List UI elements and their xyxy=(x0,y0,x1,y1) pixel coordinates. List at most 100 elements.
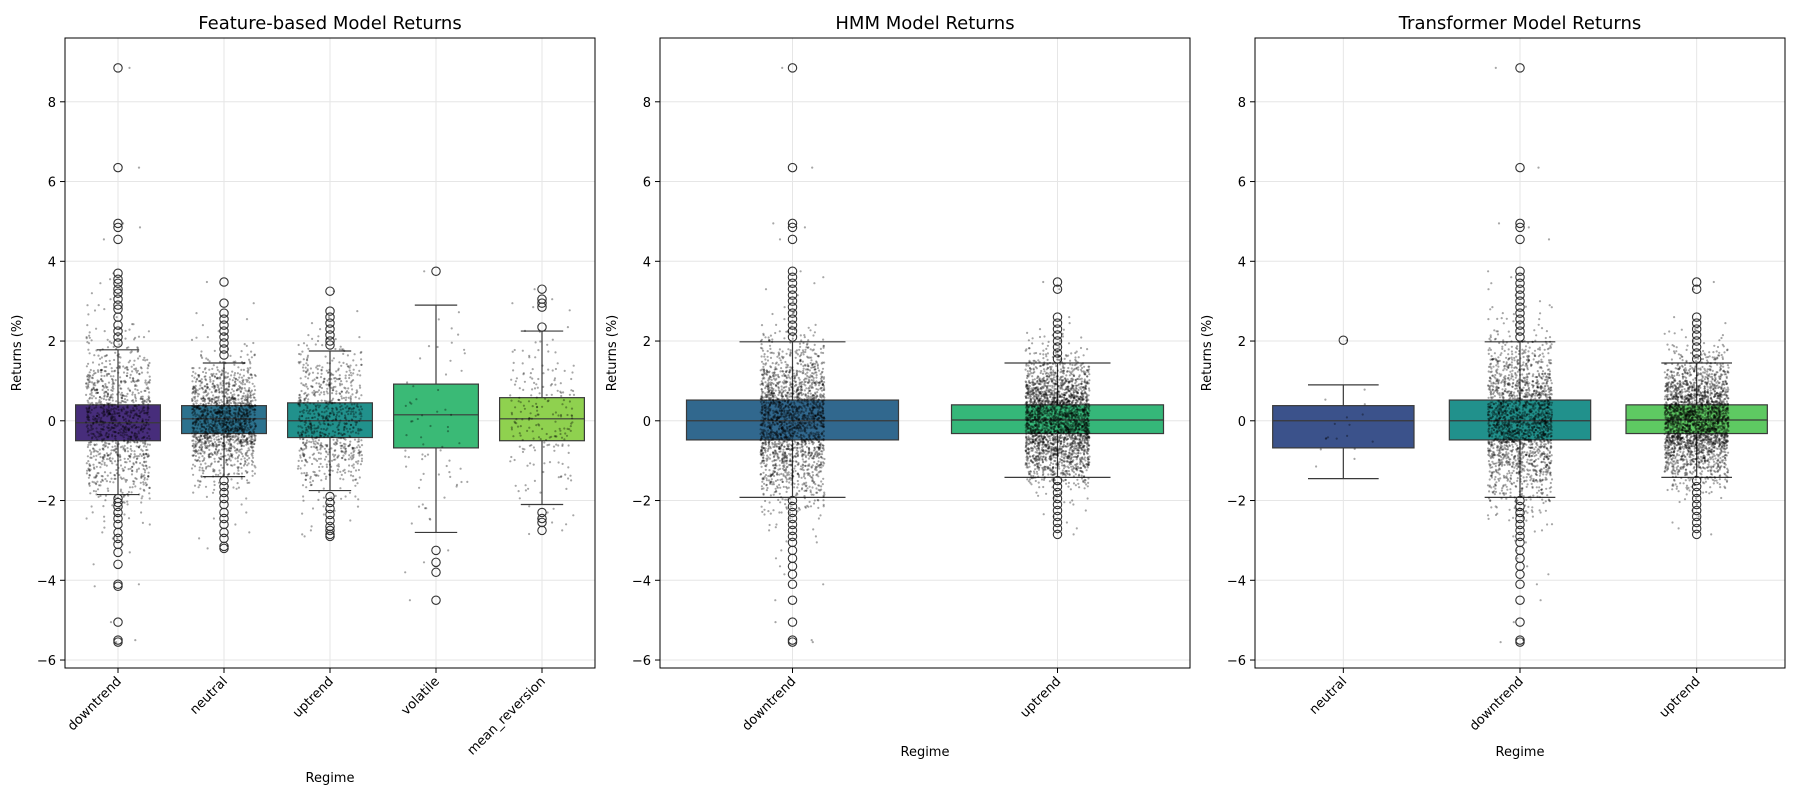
data-point xyxy=(515,377,519,380)
data-point xyxy=(300,389,303,393)
data-point xyxy=(91,511,94,514)
data-point xyxy=(812,334,815,337)
data-point xyxy=(306,400,309,403)
data-point xyxy=(145,421,148,424)
data-point xyxy=(192,429,195,432)
data-point xyxy=(330,459,334,462)
data-point xyxy=(330,412,333,415)
data-point xyxy=(223,423,226,426)
data-point xyxy=(141,400,144,404)
data-point xyxy=(230,454,233,457)
outlier-point xyxy=(113,222,123,233)
data-point xyxy=(206,407,209,410)
data-point xyxy=(318,465,321,469)
x-tick-label: downtrend xyxy=(65,674,125,734)
data-point xyxy=(134,336,137,339)
data-point xyxy=(132,463,135,466)
data-point xyxy=(106,436,109,439)
data-point xyxy=(124,417,127,421)
data-point xyxy=(98,448,101,451)
data-point xyxy=(231,456,234,459)
data-point xyxy=(113,512,116,515)
data-point xyxy=(90,424,93,428)
data-point xyxy=(795,449,798,452)
data-point xyxy=(87,418,90,421)
data-point xyxy=(248,421,251,424)
data-point xyxy=(211,382,215,385)
data-point xyxy=(128,328,131,331)
data-point xyxy=(792,372,795,375)
data-point xyxy=(101,388,104,391)
data-point xyxy=(123,400,126,403)
data-point xyxy=(326,371,330,374)
data-point xyxy=(198,480,201,483)
data-point xyxy=(94,490,98,493)
data-point xyxy=(85,472,88,475)
data-point xyxy=(228,385,231,388)
data-point xyxy=(143,399,146,402)
data-point xyxy=(85,382,88,385)
data-point xyxy=(96,412,99,415)
data-point xyxy=(198,436,201,439)
data-point xyxy=(249,362,252,365)
outlier-point xyxy=(113,513,123,524)
data-point xyxy=(198,466,201,469)
data-point xyxy=(326,379,329,382)
data-point xyxy=(129,436,132,439)
data-point xyxy=(248,381,251,384)
data-point xyxy=(304,366,307,369)
data-point xyxy=(109,375,112,378)
data-point xyxy=(312,442,315,445)
data-point xyxy=(252,419,255,422)
data-point xyxy=(204,378,207,381)
data-point xyxy=(313,430,316,433)
data-point xyxy=(104,444,107,448)
data-point xyxy=(130,435,133,438)
data-point xyxy=(220,464,223,467)
data-point xyxy=(146,358,149,361)
data-point xyxy=(808,500,811,503)
data-point xyxy=(148,466,151,469)
outlier-point xyxy=(325,330,335,340)
data-point xyxy=(88,449,92,452)
data-point xyxy=(226,433,229,436)
data-point xyxy=(118,414,121,418)
data-point xyxy=(570,479,573,482)
data-point xyxy=(203,434,206,438)
data-point xyxy=(350,470,353,473)
data-point xyxy=(350,374,353,377)
outlier-point xyxy=(219,332,229,342)
data-point xyxy=(250,376,254,379)
data-point xyxy=(99,480,103,483)
data-point xyxy=(141,407,144,410)
data-point xyxy=(224,388,227,391)
data-point xyxy=(87,441,91,444)
data-point xyxy=(87,384,90,387)
data-point xyxy=(91,436,94,439)
data-point xyxy=(131,426,134,429)
data-point xyxy=(196,377,199,380)
data-point xyxy=(243,414,246,417)
data-point xyxy=(147,471,150,474)
data-point xyxy=(351,419,354,422)
data-point xyxy=(773,377,776,380)
data-point xyxy=(90,437,94,440)
data-point xyxy=(121,400,125,403)
data-point xyxy=(200,355,203,358)
data-point xyxy=(116,424,119,427)
box-mean_reversion xyxy=(499,284,586,536)
data-point xyxy=(90,376,93,379)
data-point xyxy=(253,422,256,425)
data-point xyxy=(97,416,101,419)
data-point xyxy=(115,450,118,453)
data-point xyxy=(328,432,331,435)
data-point xyxy=(237,436,240,439)
data-point xyxy=(135,371,138,374)
data-point xyxy=(140,426,143,430)
data-point xyxy=(142,453,145,456)
data-point xyxy=(572,393,576,396)
data-point xyxy=(143,456,146,459)
data-point xyxy=(214,432,217,435)
data-point xyxy=(87,476,90,479)
data-point xyxy=(207,392,210,395)
